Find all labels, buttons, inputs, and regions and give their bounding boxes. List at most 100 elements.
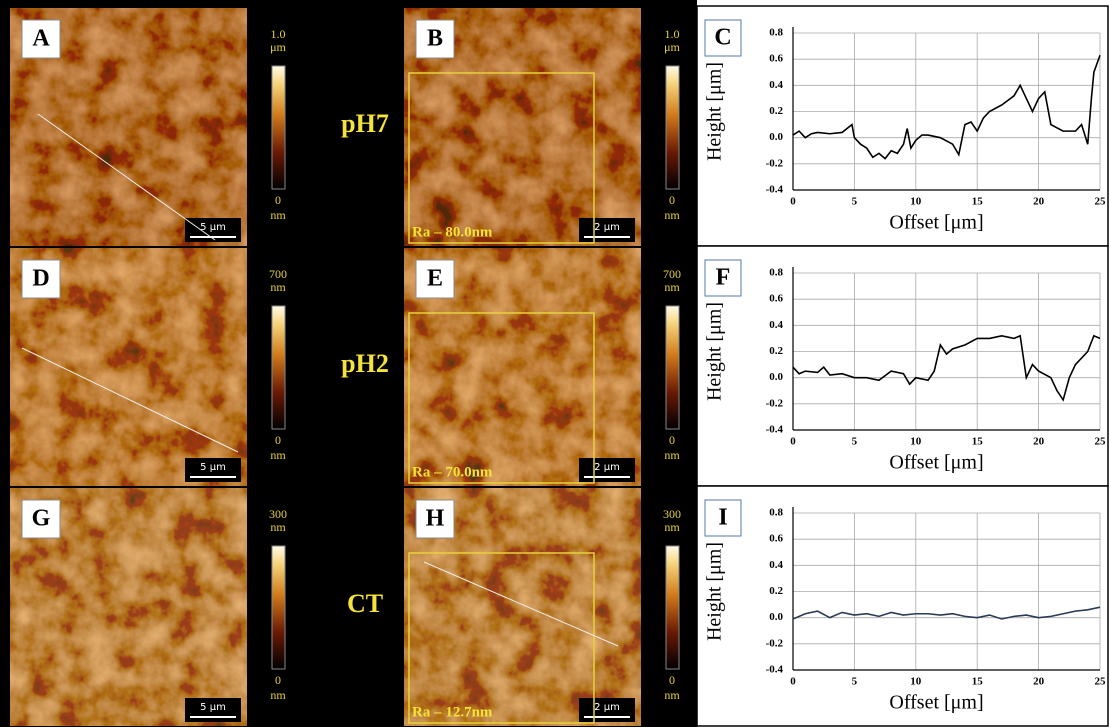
roi-box <box>408 552 595 724</box>
y-tick-label: -0.4 <box>766 424 784 436</box>
panel-letter: B <box>427 26 443 52</box>
panel-letter: D <box>32 266 49 292</box>
y-tick-label: 0.4 <box>769 319 783 331</box>
x-axis-label: Offset [μm] <box>889 212 983 234</box>
x-axis-label: Offset [μm] <box>889 692 983 714</box>
chart-panel <box>696 485 1109 727</box>
scale-bar-label: 5 μm <box>200 222 226 233</box>
colorbar-label: 0 <box>669 673 675 687</box>
colorbar-label: 0 <box>275 433 281 447</box>
colorbar-label: nm <box>664 448 680 462</box>
panel-letter-box <box>704 259 742 297</box>
y-tick-label: 0.0 <box>769 371 783 383</box>
profile-line <box>423 561 619 647</box>
y-tick-label: 0.6 <box>769 533 783 545</box>
panel-letter-box <box>415 19 455 59</box>
y-tick-label: -0.2 <box>766 397 784 409</box>
colorbar-label: nm <box>270 208 286 222</box>
colorbar <box>665 65 680 190</box>
x-tick-label: 5 <box>852 196 858 208</box>
colorbar <box>271 305 286 430</box>
x-tick-label: 10 <box>910 436 922 448</box>
colorbar-label: nm <box>664 280 680 294</box>
panel-letter: H <box>426 506 445 532</box>
profile-line-series <box>792 54 1101 160</box>
scale-bar-label: 2 μm <box>594 462 620 473</box>
colorbar-label: nm <box>270 520 286 534</box>
colorbar-label: 700 <box>269 267 287 281</box>
panel-letter: E <box>427 266 443 292</box>
colorbar <box>271 545 286 670</box>
colorbar-label: 1.0 <box>271 27 286 41</box>
y-tick-label: -0.4 <box>766 664 784 676</box>
colorbar-label: nm <box>270 688 286 702</box>
panel-letter-box <box>704 19 742 57</box>
profile-line-series <box>792 334 1101 402</box>
panel-letter-box <box>21 499 61 539</box>
x-tick-label: 10 <box>910 676 922 688</box>
roi-box <box>408 72 595 244</box>
row-label: pH2 <box>341 349 389 378</box>
profile-line-series <box>792 606 1101 620</box>
y-tick-label: -0.2 <box>766 637 784 649</box>
panel-letter-box <box>415 259 455 299</box>
x-tick-label: 15 <box>972 676 984 688</box>
colorbar <box>665 545 680 670</box>
colorbar-label: 0 <box>669 193 675 207</box>
y-tick-label: 0.8 <box>769 507 783 519</box>
x-tick-label: 0 <box>790 676 796 688</box>
colorbar-label: nm <box>664 688 680 702</box>
x-tick-label: 20 <box>1033 436 1045 448</box>
y-tick-label: 0.8 <box>769 27 783 39</box>
row-label: CT <box>347 589 383 618</box>
y-tick-label: -0.4 <box>766 184 784 196</box>
roughness-label: Ra – 80.0nm <box>412 224 493 240</box>
colorbar-label: μm <box>270 40 286 54</box>
colorbar-label: μm <box>664 40 680 54</box>
x-tick-label: 0 <box>790 436 796 448</box>
y-tick-label: 0.4 <box>769 79 783 91</box>
panel-letter-box <box>21 19 61 59</box>
colorbar-label: 300 <box>663 507 681 521</box>
colorbar-label: 300 <box>269 507 287 521</box>
profile-line <box>21 347 239 453</box>
y-tick-label: 0.0 <box>769 131 783 143</box>
y-tick-label: 0.6 <box>769 53 783 65</box>
y-tick-label: 0.6 <box>769 293 783 305</box>
y-tick-label: 0.2 <box>769 585 783 597</box>
panel-letter: A <box>32 26 50 52</box>
scale-bar-label: 2 μm <box>594 222 620 233</box>
y-tick-label: 0.4 <box>769 559 783 571</box>
x-tick-label: 25 <box>1095 196 1107 208</box>
x-tick-label: 10 <box>910 196 922 208</box>
profile-line <box>37 113 216 241</box>
colorbar-label: 0 <box>669 433 675 447</box>
y-axis-label: Height [μm] <box>704 542 726 641</box>
panel-letter: G <box>32 506 51 532</box>
chart-panel <box>696 5 1109 247</box>
x-tick-label: 25 <box>1095 676 1107 688</box>
x-tick-label: 15 <box>972 196 984 208</box>
y-axis-label: Height [μm] <box>704 302 726 401</box>
row-label: pH7 <box>341 109 389 138</box>
colorbar <box>665 305 680 430</box>
y-tick-label: 0.8 <box>769 267 783 279</box>
x-tick-label: 5 <box>852 436 858 448</box>
roughness-label: Ra – 70.0nm <box>412 464 493 480</box>
colorbar-label: 0 <box>275 673 281 687</box>
roughness-label: Ra – 12.7nm <box>412 704 493 720</box>
colorbar <box>271 65 286 190</box>
y-axis-label: Height [μm] <box>704 62 726 161</box>
colorbar-label: 700 <box>663 267 681 281</box>
panel-letter: F <box>716 265 731 291</box>
scale-bar-label: 5 μm <box>200 462 226 473</box>
scale-bar-label: 5 μm <box>200 702 226 713</box>
colorbar-label: nm <box>664 520 680 534</box>
panel-letter-box <box>415 499 455 539</box>
x-tick-label: 20 <box>1033 676 1045 688</box>
colorbar-label: nm <box>270 448 286 462</box>
y-tick-label: -0.2 <box>766 157 784 169</box>
x-tick-label: 15 <box>972 436 984 448</box>
panel-letter: I <box>718 505 727 531</box>
